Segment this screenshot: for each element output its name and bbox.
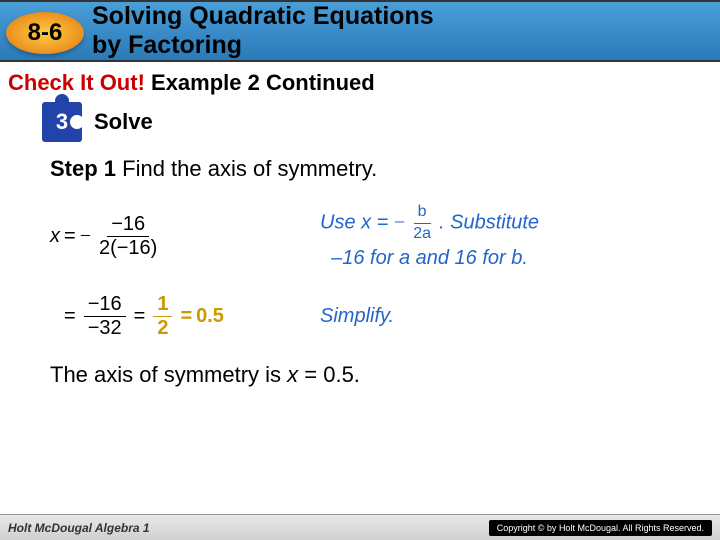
fraction-2: −16 −32 bbox=[84, 293, 126, 340]
conclusion-prefix: The axis of symmetry is bbox=[50, 362, 287, 387]
math-row-1-lhs: x = − −16 2(−16) bbox=[50, 213, 320, 260]
math-rows: x = − −16 2(−16) Use x = − b 2a . Substi… bbox=[50, 202, 670, 340]
rhs1-frac-num: b bbox=[414, 202, 431, 224]
rhs1-frac-den: 2a bbox=[409, 224, 435, 245]
subheader: Check It Out! Example 2 Continued bbox=[0, 62, 720, 102]
math-row-2-lhs: = −16 −32 = 1 2 = 0.5 bbox=[50, 293, 320, 340]
step-label: Step 1 bbox=[50, 156, 116, 181]
lesson-badge: 8-6 bbox=[6, 12, 84, 54]
math-row-2: = −16 −32 = 1 2 = 0.5 Simplify. bbox=[50, 293, 670, 340]
result-value: 0.5 bbox=[196, 305, 224, 328]
math-row-2-rhs: Simplify. bbox=[320, 303, 670, 329]
title-line-2: by Factoring bbox=[92, 31, 434, 60]
subheader-red: Check It Out! bbox=[8, 70, 145, 95]
rhs1-frac: b 2a bbox=[409, 202, 435, 245]
conclusion-var: x bbox=[287, 362, 298, 387]
solve-row: 3 Solve bbox=[42, 102, 670, 142]
footer: Holt McDougal Algebra 1 Copyright © by H… bbox=[0, 514, 720, 540]
puzzle-piece-icon: 3 bbox=[42, 102, 82, 142]
slide-header: 8-6 Solving Quadratic Equations by Facto… bbox=[0, 0, 720, 62]
fraction-3: 1 2 bbox=[153, 293, 172, 340]
conclusion-rest: = 0.5. bbox=[298, 362, 360, 387]
footer-right: Copyright © by Holt McDougal. All Rights… bbox=[489, 520, 712, 536]
solve-number: 3 bbox=[56, 109, 68, 135]
frac3-num: 1 bbox=[153, 293, 172, 317]
conclusion: The axis of symmetry is x = 0.5. bbox=[50, 362, 670, 388]
rhs1-mid: . Substitute bbox=[439, 212, 539, 234]
lesson-number: 8-6 bbox=[28, 19, 63, 47]
equals: = bbox=[64, 225, 76, 248]
equals-2b: = bbox=[134, 305, 146, 328]
rhs1-neg: − bbox=[394, 212, 405, 234]
frac3-den: 2 bbox=[153, 317, 172, 340]
rhs1-line2: –16 for a and 16 for b. bbox=[331, 247, 528, 269]
var-x: x bbox=[50, 225, 60, 248]
title-line-1: Solving Quadratic Equations bbox=[92, 2, 434, 31]
rhs1-prefix: Use x = bbox=[320, 212, 388, 234]
neg-sign: − bbox=[80, 225, 91, 248]
frac2-den: −32 bbox=[84, 317, 126, 340]
step-text: Find the axis of symmetry. bbox=[116, 156, 377, 181]
content-area: 3 Solve Step 1 Find the axis of symmetry… bbox=[0, 102, 720, 388]
equals-2a: = bbox=[64, 305, 76, 328]
slide-title: Solving Quadratic Equations by Factoring bbox=[92, 2, 434, 60]
math-row-1-rhs: Use x = − b 2a . Substitute –16 for a an… bbox=[320, 202, 670, 271]
fraction-1: −16 2(−16) bbox=[95, 213, 161, 260]
frac1-den: 2(−16) bbox=[95, 237, 161, 260]
math-row-1: x = − −16 2(−16) Use x = − b 2a . Substi… bbox=[50, 202, 670, 271]
solve-label: Solve bbox=[94, 109, 153, 135]
step-line: Step 1 Find the axis of symmetry. bbox=[50, 156, 670, 182]
subheader-black: Example 2 Continued bbox=[145, 70, 375, 95]
footer-left: Holt McDougal Algebra 1 bbox=[8, 521, 150, 535]
frac2-num: −16 bbox=[84, 293, 126, 317]
frac1-num: −16 bbox=[107, 213, 149, 237]
equals-2c: = bbox=[180, 305, 192, 328]
